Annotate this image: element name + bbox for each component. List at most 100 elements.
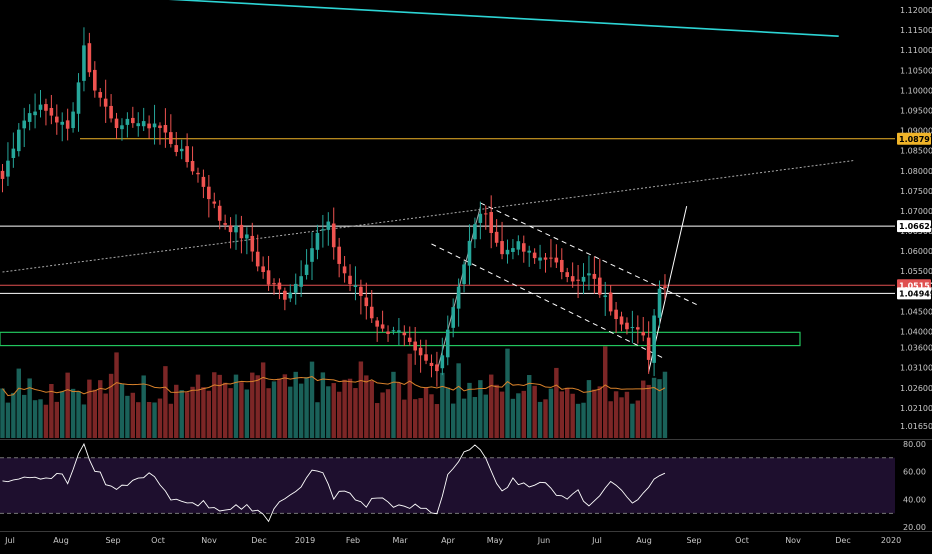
rsi-tick-label: 40.00: [903, 495, 926, 504]
volume-bar: [651, 377, 657, 438]
time-tick-label: Apr: [441, 536, 456, 545]
volume-bar: [130, 392, 136, 438]
volume-bar: [570, 393, 575, 438]
price-badge-label: 1.08797: [899, 135, 932, 144]
volume-bar: [255, 375, 260, 438]
volume-bar: [136, 402, 141, 438]
price-badge-label: 1.06624: [899, 222, 932, 231]
candle-body: [321, 229, 325, 231]
candle-body: [386, 331, 390, 334]
volume-bar: [396, 382, 402, 438]
volume-bar: [478, 380, 483, 438]
volume-bar: [217, 374, 222, 438]
candle-body: [505, 249, 510, 255]
time-tick-label: 2020: [881, 536, 901, 545]
volume-bar: [65, 372, 70, 438]
candle-body: [147, 123, 151, 129]
price-badge[interactable]: [897, 220, 931, 233]
price-tick-label: 1.08000: [900, 167, 932, 176]
candle-body: [76, 82, 81, 114]
candle-body: [38, 104, 43, 110]
candle-body: [456, 286, 461, 309]
price-badge[interactable]: [897, 132, 931, 145]
trendline-top-cyan[interactable]: [0, 0, 839, 37]
time-axis[interactable]: Jul Aug Sep Oct Nov Dec 2019 Feb Mar Apr May Jun Jul…: [4, 536, 901, 545]
price-tick-label: 1.04500: [900, 307, 932, 316]
support-zone[interactable]: [0, 331, 801, 347]
volume-bar: [0, 388, 5, 438]
time-tick-label: Nov: [201, 536, 217, 545]
candle-body: [462, 264, 466, 285]
volume-bar: [461, 398, 467, 438]
candle-body: [114, 118, 119, 128]
candle-body: [473, 224, 477, 240]
volume-bar: [450, 403, 456, 438]
candle-body: [391, 330, 396, 332]
candle-body: [250, 235, 255, 252]
volume-bar: [505, 348, 510, 438]
volume-bar: [326, 386, 331, 438]
volume-bar: [358, 361, 364, 438]
volume-bar: [206, 390, 212, 438]
volume-bar: [559, 391, 565, 438]
volume-bar: [369, 380, 374, 438]
volume-bar: [282, 374, 288, 438]
volume-bar: [646, 384, 651, 438]
time-tick-label: Jun: [537, 536, 551, 545]
price-tick-label: 1.07500: [900, 187, 932, 196]
time-tick-label: Aug: [636, 536, 652, 545]
candle-body: [380, 324, 385, 329]
volume-bar: [16, 368, 22, 438]
trendline-channel-bottom[interactable]: [431, 243, 666, 360]
candle-body: [543, 257, 548, 260]
candle-body: [141, 121, 146, 127]
candle-body: [565, 272, 570, 277]
volume-bar: [467, 382, 472, 438]
price-badge[interactable]: [897, 287, 931, 300]
price-badge-label: 1.04949: [899, 289, 932, 298]
volume-bar: [543, 399, 548, 438]
trendline-channel-top[interactable]: [480, 202, 698, 306]
time-tick-label: Jul: [591, 536, 602, 545]
volume-bar: [27, 378, 32, 438]
support-zone-box[interactable]: [0, 331, 801, 347]
candle-body: [109, 105, 113, 119]
volume-bar: [374, 403, 380, 438]
volume-bar: [315, 402, 320, 438]
candle-body: [234, 225, 238, 233]
volume-bar: [521, 390, 526, 438]
volume-bar: [298, 383, 304, 438]
volume-bar: [336, 391, 342, 438]
candle-body: [315, 232, 320, 250]
candle-body: [103, 98, 108, 107]
candle-body: [185, 146, 189, 163]
time-tick-label: Dec: [251, 536, 266, 545]
candle-body: [549, 257, 553, 259]
volume-bars: [0, 346, 668, 438]
price-tick-label: 1.10500: [900, 66, 932, 75]
candle-body: [636, 327, 640, 330]
volume-bar: [266, 388, 271, 438]
trendline-rising-dotted[interactable]: [2, 159, 856, 273]
volume-bar: [434, 404, 440, 438]
volume-bar: [92, 389, 98, 438]
candle-body: [125, 118, 130, 125]
candle-body: [494, 231, 499, 243]
volume-bar: [385, 389, 391, 438]
volume-bar: [81, 404, 87, 438]
volume-bar: [309, 361, 315, 438]
volume-bar: [32, 400, 38, 438]
horizontal-levels[interactable]: [0, 138, 895, 294]
candle-body: [608, 292, 613, 312]
volume-bar: [125, 395, 130, 438]
candle-body: [413, 341, 417, 351]
volume-bar: [526, 375, 532, 438]
candle-body: [603, 295, 608, 298]
price-axis[interactable]: 1.12000 1.11500 1.11000 1.10500 1.10000 1.095…: [897, 6, 932, 532]
candle-body: [440, 355, 445, 369]
time-tick-label: Aug: [53, 536, 69, 545]
volume-bar: [119, 383, 125, 438]
volume-bar: [418, 398, 423, 438]
